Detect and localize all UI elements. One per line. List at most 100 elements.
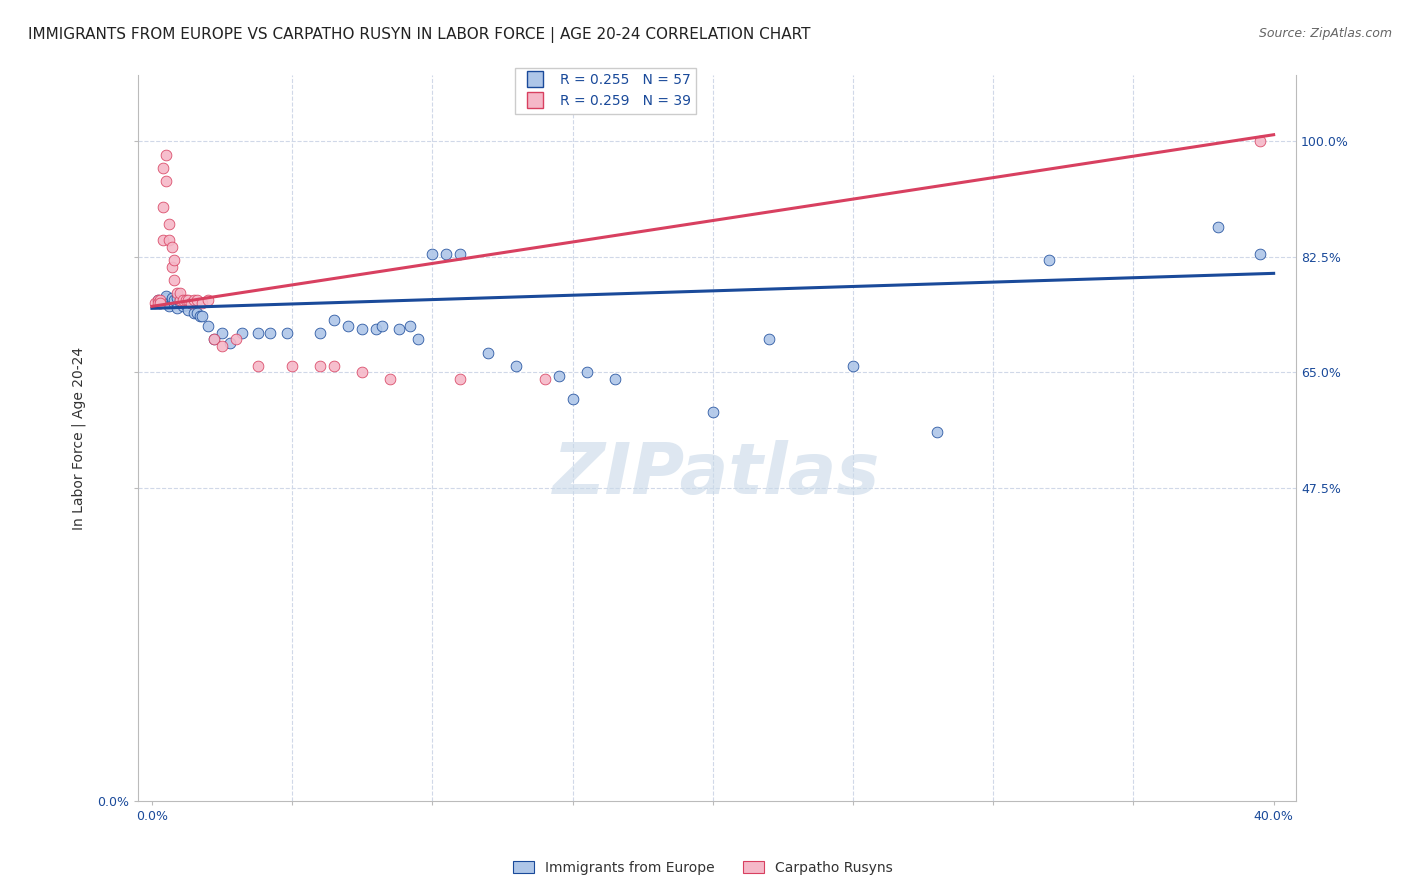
Legend: Immigrants from Europe, Carpatho Rusyns: Immigrants from Europe, Carpatho Rusyns <box>508 855 898 880</box>
Point <box>477 345 499 359</box>
Point <box>505 359 527 373</box>
Point <box>152 200 174 214</box>
Point <box>420 246 443 260</box>
Point <box>323 312 346 326</box>
Legend: R = 0.255   N = 57, R = 0.259   N = 39: R = 0.255 N = 57, R = 0.259 N = 39 <box>516 68 696 114</box>
Point <box>166 301 188 315</box>
Y-axis label: In Labor Force | Age 20-24: In Labor Force | Age 20-24 <box>72 347 86 530</box>
Point <box>202 332 225 346</box>
Point <box>603 372 626 386</box>
Point <box>225 332 247 346</box>
Point <box>177 302 200 317</box>
Point <box>169 295 191 310</box>
Point <box>337 319 360 334</box>
Point <box>211 326 233 340</box>
Point <box>169 293 191 307</box>
Point <box>163 293 186 307</box>
Point <box>1038 253 1060 268</box>
Point <box>163 253 186 268</box>
Point <box>169 293 191 307</box>
Point <box>149 296 172 310</box>
Point <box>160 292 183 306</box>
Point <box>174 294 197 309</box>
Point <box>758 332 780 346</box>
Point <box>169 286 191 301</box>
Point <box>155 174 177 188</box>
Point <box>186 306 208 320</box>
Point <box>247 359 270 373</box>
Point <box>202 332 225 346</box>
Point <box>146 296 169 310</box>
Point <box>927 425 949 439</box>
Text: ZIPatlas: ZIPatlas <box>554 440 880 509</box>
Point <box>146 293 169 307</box>
Point <box>547 368 569 383</box>
Point <box>166 292 188 306</box>
Point <box>281 359 304 373</box>
Point <box>434 246 457 260</box>
Point <box>191 310 214 324</box>
Point <box>276 326 298 340</box>
Point <box>449 372 471 386</box>
Point <box>352 322 374 336</box>
Point <box>259 326 281 340</box>
Point <box>1249 134 1271 148</box>
Point <box>191 296 214 310</box>
Point <box>231 326 253 340</box>
Point <box>152 161 174 175</box>
Point <box>174 293 197 307</box>
Point <box>399 319 422 334</box>
Point <box>323 359 346 373</box>
Point <box>1206 220 1229 235</box>
Point <box>149 293 172 307</box>
Point <box>152 233 174 247</box>
Point <box>180 296 202 310</box>
Point <box>163 296 186 310</box>
Point <box>352 365 374 379</box>
Point <box>172 293 194 307</box>
Text: IMMIGRANTS FROM EUROPE VS CARPATHO RUSYN IN LABOR FORCE | AGE 20-24 CORRELATION : IMMIGRANTS FROM EUROPE VS CARPATHO RUSYN… <box>28 27 811 43</box>
Point <box>186 293 208 307</box>
Point <box>309 326 332 340</box>
Point <box>575 365 598 379</box>
Point <box>163 273 186 287</box>
Point <box>197 293 219 307</box>
Point <box>180 296 202 310</box>
Point <box>380 372 402 386</box>
Point <box>366 322 388 336</box>
Point <box>211 339 233 353</box>
Point <box>146 293 169 307</box>
Point <box>155 147 177 161</box>
Point <box>157 233 180 247</box>
Point <box>152 294 174 309</box>
Point <box>533 372 555 386</box>
Point <box>174 298 197 312</box>
Point <box>1249 246 1271 260</box>
Point <box>160 293 183 307</box>
Point <box>157 217 180 231</box>
Point <box>842 359 865 373</box>
Point <box>449 246 471 260</box>
Point <box>143 296 166 310</box>
Point <box>177 293 200 307</box>
Point <box>247 326 270 340</box>
Point <box>219 335 242 350</box>
Text: Source: ZipAtlas.com: Source: ZipAtlas.com <box>1258 27 1392 40</box>
Point <box>155 292 177 306</box>
Point <box>561 392 583 406</box>
Point <box>197 319 219 334</box>
Point <box>157 296 180 310</box>
Point <box>166 286 188 301</box>
Point <box>388 322 411 336</box>
Point <box>188 310 211 324</box>
Point <box>155 289 177 303</box>
Point <box>149 296 172 310</box>
Point <box>160 240 183 254</box>
Point <box>309 359 332 373</box>
Point <box>157 299 180 313</box>
Point <box>172 299 194 313</box>
Point <box>183 306 205 320</box>
Point <box>408 332 430 346</box>
Point <box>371 319 394 334</box>
Point <box>702 405 724 419</box>
